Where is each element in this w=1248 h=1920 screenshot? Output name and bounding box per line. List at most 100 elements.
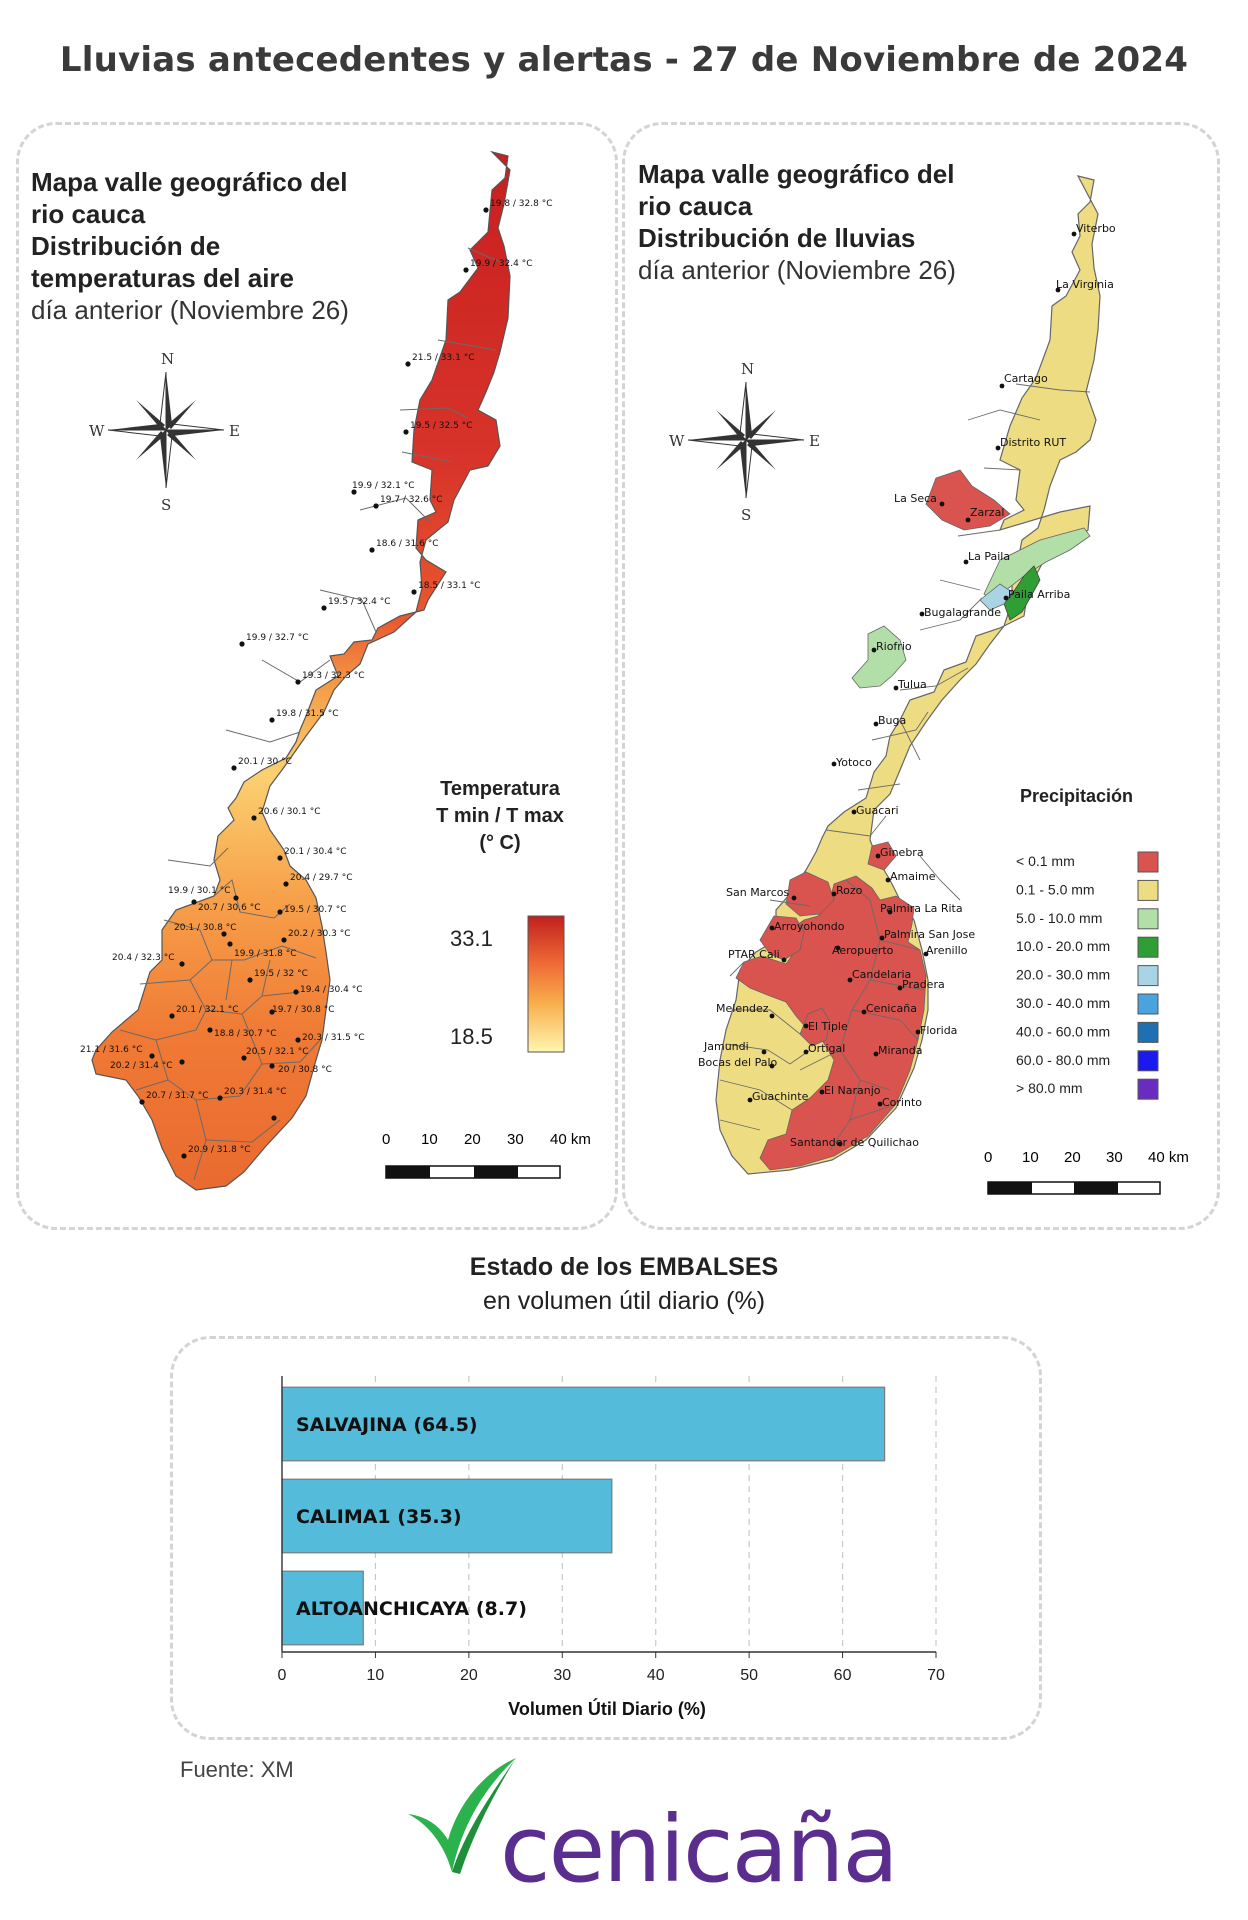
rain-town: Palmira San Jose [879, 928, 975, 941]
rain-legend-label: > 80.0 mm [1016, 1080, 1083, 1096]
rain-map-panel [622, 122, 1220, 1230]
svg-text:20.4 / 29.7 °C: 20.4 / 29.7 °C [290, 873, 352, 883]
svg-text:Aeropuerto: Aeropuerto [832, 944, 894, 957]
svg-text:19.3 / 32.3 °C: 19.3 / 32.3 °C [302, 671, 364, 681]
rain-town: Arroyohondo [769, 920, 845, 933]
rain-town: La Paila [963, 550, 1010, 565]
svg-text:Bocas del Palo: Bocas del Palo [698, 1056, 778, 1069]
svg-text:Florida: Florida [920, 1024, 957, 1037]
rain-region-dry [925, 469, 1011, 531]
temp-station: 19.5 / 32.4 °C [321, 597, 390, 611]
rain-legend-label: 5.0 - 10.0 mm [1016, 910, 1102, 926]
rain-town: Cenicaña [861, 1002, 917, 1015]
temp-legend-title: Temperatura T min / T max (° C) [410, 776, 590, 857]
rain-town: Buga [873, 714, 906, 727]
svg-text:20.5 / 32.1 °C: 20.5 / 32.1 °C [246, 1047, 308, 1057]
temp-station: 19.9 / 30.1 °C [168, 886, 239, 901]
temp-station: 20.1 / 30 °C [231, 757, 292, 771]
rain-town: Yotoco [831, 756, 872, 769]
x-tick-label: 60 [834, 1667, 852, 1684]
rain-town: Florida [915, 1024, 957, 1037]
compass-s: S [161, 496, 171, 514]
compass-w: W [89, 422, 105, 440]
svg-text:Rozo: Rozo [836, 884, 863, 897]
rain-legend: < 0.1 mm 0.1 - 5.0 mm 5.0 - 10.0 mm 10.0 - … [1016, 851, 1159, 1100]
svg-text:20.4 / 32.3 °C: 20.4 / 32.3 °C [112, 953, 174, 963]
bar-label: ALTOANCHICAYA (8.7) [296, 1598, 527, 1620]
rain-legend-swatch [1137, 851, 1159, 873]
svg-text:Viterbo: Viterbo [1076, 222, 1116, 235]
rain-legend-swatch [1137, 879, 1159, 901]
rain-town: Pradera [897, 978, 945, 991]
rain-region-dry [785, 871, 835, 917]
svg-text:Palmira San Jose: Palmira San Jose [884, 928, 975, 941]
svg-text:Paila Arriba: Paila Arriba [1008, 588, 1070, 601]
temp-station: 19.4 / 30.4 °C [293, 985, 362, 995]
temperature-map: 19.8 / 32.8 °C 19.9 / 32.4 °C 21.5 / 33.… [80, 150, 591, 1191]
svg-text:10: 10 [421, 1131, 438, 1148]
temp-station: 19.9 / 31.8 °C [227, 941, 296, 959]
svg-text:18.5 / 33.1 °C: 18.5 / 33.1 °C [418, 581, 480, 591]
rain-town: Bocas del Palo [698, 1056, 778, 1069]
reservoirs-title: Estado de los EMBALSES en volumen útil d… [0, 1250, 1248, 1318]
rain-town: Jamundi [703, 1040, 767, 1055]
svg-text:20: 20 [464, 1131, 481, 1148]
rain-town: Viterbo [1071, 222, 1116, 237]
svg-text:San Marcos: San Marcos [726, 886, 789, 899]
x-tick-label: 20 [460, 1667, 478, 1684]
chart-bars: SALVAJINA (64.5) CALIMA1 (35.3) ALTOANCHIC… [281, 1386, 886, 1646]
temp-station: 19.5 / 32 °C [247, 969, 308, 983]
rain-town: Ortigal [803, 1042, 845, 1055]
rain-town: Palmira La Rita [880, 902, 963, 915]
svg-text:20.1 / 32.1 °C: 20.1 / 32.1 °C [176, 1005, 238, 1015]
x-tick-label: 0 [278, 1667, 287, 1684]
temp-station: 20.1 / 32.1 °C [169, 1005, 238, 1019]
svg-text:20.1 / 30 °C: 20.1 / 30 °C [238, 757, 292, 767]
rain-towns: Viterbo La Virginia Cartago Distrito RUT… [698, 222, 1116, 1149]
svg-text:Miranda: Miranda [878, 1044, 923, 1057]
rain-region-10-20 [1003, 565, 1041, 621]
rain-title-line3: Distribución de lluvias [638, 223, 916, 253]
svg-text:40 km: 40 km [550, 1131, 591, 1148]
svg-text:Pradera: Pradera [902, 978, 945, 991]
svg-text:19.5 / 30.7 °C: 19.5 / 30.7 °C [284, 905, 346, 915]
rain-town: Tulua [893, 678, 927, 691]
rain-region-5-10 [851, 625, 907, 689]
svg-text:Jamundi: Jamundi [703, 1040, 749, 1053]
temp-legend-title-2: T min / T max [436, 805, 564, 827]
reservoirs-title-main: Estado de los EMBALSES [469, 1253, 779, 1281]
svg-text:Zarzal: Zarzal [970, 506, 1004, 519]
svg-text:20.7 / 31.7 °C: 20.7 / 31.7 °C [146, 1091, 208, 1101]
bar-label: SALVAJINA (64.5) [296, 1414, 478, 1436]
rain-legend-label: 60.0 - 80.0 mm [1016, 1052, 1110, 1068]
svg-text:Ortigal: Ortigal [808, 1042, 845, 1055]
svg-text:La Seca: La Seca [894, 492, 937, 505]
temp-station: 19.8 / 32.8 °C [483, 199, 552, 213]
temp-legend-max: 33.1 [450, 926, 493, 951]
compass-n: N [161, 350, 174, 368]
svg-text:18.6 / 31.6 °C: 18.6 / 31.6 °C [376, 539, 438, 549]
rain-legend-item: < 0.1 mm [1016, 851, 1159, 873]
svg-text:30: 30 [507, 1131, 524, 1148]
svg-text:10: 10 [1022, 1149, 1039, 1166]
rain-legend-swatch [1137, 1050, 1159, 1072]
bar [281, 1386, 886, 1462]
temp-station: 19.5 / 30.7 °C [277, 905, 346, 915]
rain-legend-swatch [1137, 908, 1159, 930]
temp-title-line1: Mapa valle geográfico del [31, 167, 348, 197]
rain-legend-swatch [1137, 936, 1159, 958]
temp-scalebar: 0 10 20 30 40 km [382, 1131, 591, 1179]
temp-station: 20.4 / 32.3 °C [112, 953, 185, 967]
rain-legend-item: 20.0 - 30.0 mm [1016, 965, 1159, 987]
temp-stations: 19.8 / 32.8 °C 19.9 / 32.4 °C 21.5 / 33.… [80, 199, 552, 1159]
svg-text:20 / 30.8 °C: 20 / 30.8 °C [278, 1065, 332, 1075]
x-tick-label: 50 [740, 1667, 758, 1684]
rain-scalebar: 0 10 20 30 40 km [984, 1149, 1189, 1195]
rain-legend-label: 10.0 - 20.0 mm [1016, 938, 1110, 954]
rain-town: El Naranjo [819, 1084, 881, 1097]
temp-station: 21.5 / 33.1 °C [405, 353, 474, 367]
temp-legend-title-1: Temperatura [440, 778, 560, 800]
rain-map-title: Mapa valle geográfico del rio cauca Dist… [638, 158, 956, 286]
temp-compass-icon: N S E W [89, 350, 240, 514]
svg-text:Tulua: Tulua [897, 678, 927, 691]
